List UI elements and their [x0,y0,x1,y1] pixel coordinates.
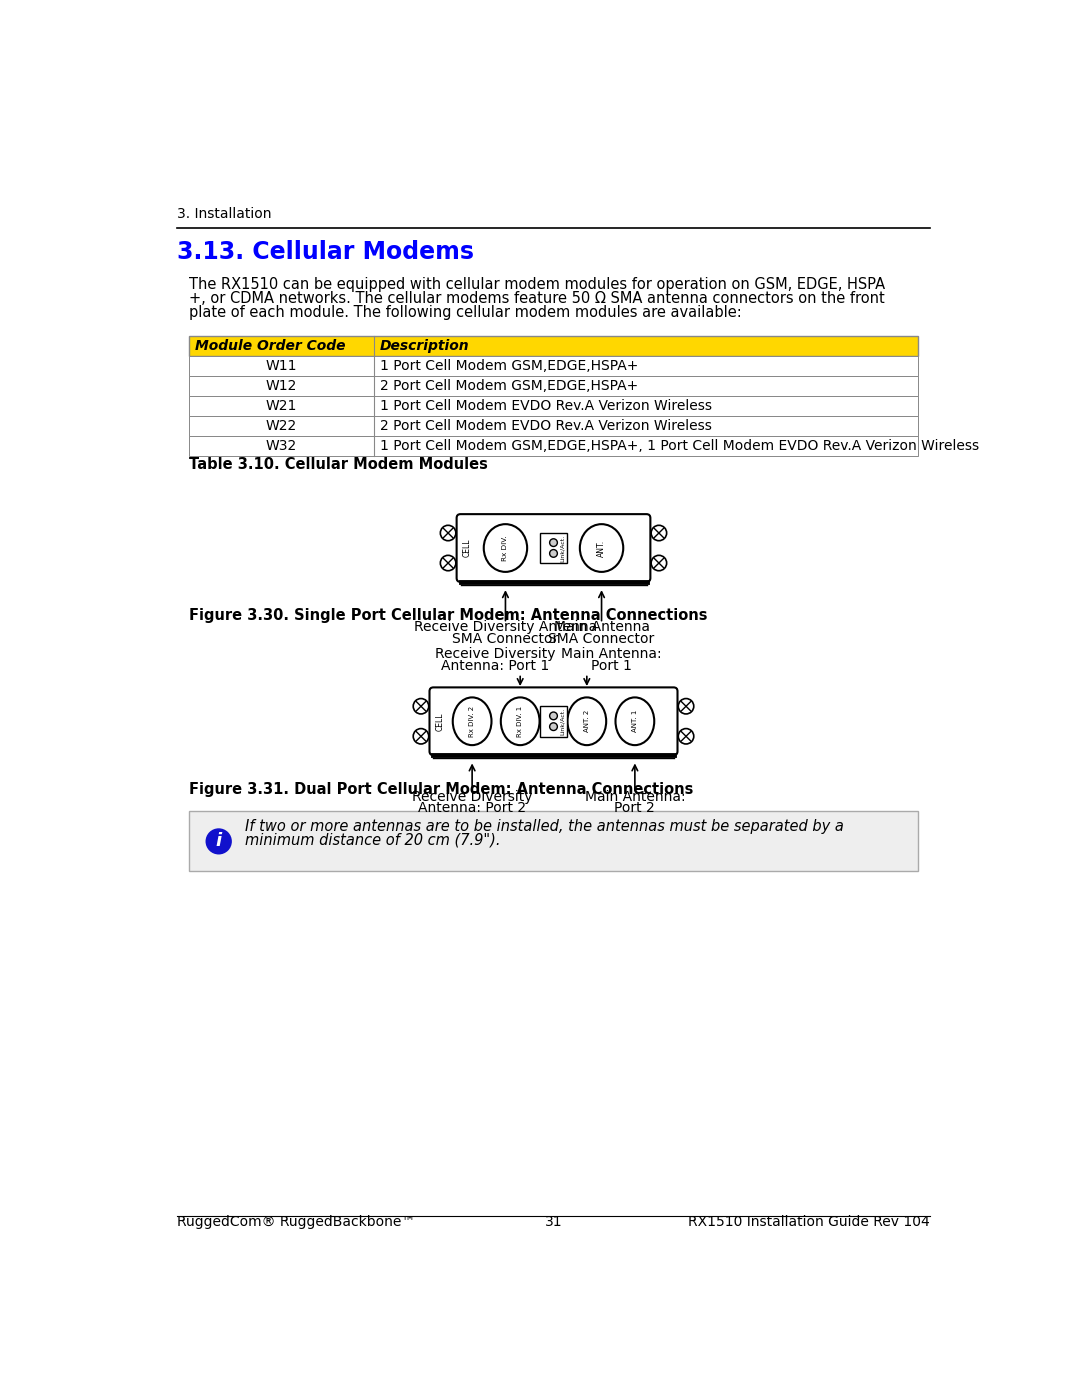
FancyBboxPatch shape [189,415,918,436]
Text: Rx DIV. 2: Rx DIV. 2 [469,705,475,736]
Text: If two or more antennas are to be installed, the antennas must be separated by a: If two or more antennas are to be instal… [245,819,843,834]
Text: Port 1: Port 1 [591,659,632,673]
FancyBboxPatch shape [540,705,567,736]
FancyBboxPatch shape [189,376,918,395]
FancyBboxPatch shape [189,355,918,376]
Text: 1 Port Cell Modem EVDO Rev.A Verizon Wireless: 1 Port Cell Modem EVDO Rev.A Verizon Wir… [380,400,712,414]
Ellipse shape [580,524,623,571]
Text: W22: W22 [266,419,297,433]
Text: W32: W32 [266,439,297,453]
Text: ANT. 2: ANT. 2 [584,710,590,732]
Circle shape [414,729,429,745]
Text: 31: 31 [544,1215,563,1229]
Text: Port 2: Port 2 [615,800,656,814]
Text: 1 Port Cell Modem GSM,EDGE,HSPA+, 1 Port Cell Modem EVDO Rev.A Verizon Wireless: 1 Port Cell Modem GSM,EDGE,HSPA+, 1 Port… [380,439,980,453]
Ellipse shape [501,697,540,745]
Text: Receive Diversity: Receive Diversity [411,789,532,803]
Text: +, or CDMA networks. The cellular modems feature 50 Ω SMA antenna connectors on : +, or CDMA networks. The cellular modems… [189,291,885,306]
Text: The RX1510 can be equipped with cellular modem modules for operation on GSM, EDG: The RX1510 can be equipped with cellular… [189,277,886,292]
Text: 2 Port Cell Modem EVDO Rev.A Verizon Wireless: 2 Port Cell Modem EVDO Rev.A Verizon Wir… [380,419,712,433]
Text: Table 3.10. Cellular Modem Modules: Table 3.10. Cellular Modem Modules [189,457,488,472]
FancyBboxPatch shape [457,514,650,583]
Text: W12: W12 [266,379,297,393]
FancyBboxPatch shape [189,395,918,415]
Circle shape [550,539,557,546]
Text: ANT.: ANT. [597,539,606,556]
Text: Description: Description [380,339,470,353]
Text: SMA Connector: SMA Connector [453,631,558,645]
Text: Main Antenna:: Main Antenna: [584,789,685,803]
Text: plate of each module. The following cellular modem modules are available:: plate of each module. The following cell… [189,305,742,320]
Circle shape [550,549,557,557]
Ellipse shape [616,697,654,745]
Circle shape [651,556,666,571]
Text: Rx DIV. 1: Rx DIV. 1 [517,705,523,736]
Text: Main Antenna:: Main Antenna: [562,647,662,661]
Circle shape [205,828,232,855]
Text: Figure 3.30. Single Port Cellular Modem: Antenna Connections: Figure 3.30. Single Port Cellular Modem:… [189,608,707,623]
Text: Figure 3.31. Dual Port Cellular Modem: Antenna Connections: Figure 3.31. Dual Port Cellular Modem: A… [189,782,693,798]
Text: CELL: CELL [436,712,445,731]
Text: Receive Diversity: Receive Diversity [435,647,555,661]
Text: SMA Connector: SMA Connector [549,631,654,645]
FancyBboxPatch shape [430,687,677,756]
FancyBboxPatch shape [540,532,567,563]
Text: Module Order Code: Module Order Code [195,339,346,353]
Text: Antenna: Port 1: Antenna: Port 1 [442,659,550,673]
Text: 3.13. Cellular Modems: 3.13. Cellular Modems [177,239,474,264]
FancyBboxPatch shape [189,812,918,872]
Text: Antenna: Port 2: Antenna: Port 2 [418,800,526,814]
Circle shape [414,698,429,714]
Text: ANT. 1: ANT. 1 [632,710,638,732]
Text: CELL: CELL [463,539,472,557]
Circle shape [550,712,557,719]
Ellipse shape [567,697,606,745]
Text: RuggedCom® RuggedBackbone™: RuggedCom® RuggedBackbone™ [177,1215,415,1229]
Text: Rx DIV.: Rx DIV. [502,535,509,560]
Text: 3. Installation: 3. Installation [177,207,271,221]
Circle shape [441,525,456,541]
Text: Receive Diversity Antenna: Receive Diversity Antenna [414,620,597,634]
Ellipse shape [484,524,527,571]
Text: 2 Port Cell Modem GSM,EDGE,HSPA+: 2 Port Cell Modem GSM,EDGE,HSPA+ [380,379,638,393]
Text: RX1510 Installation Guide Rev 104: RX1510 Installation Guide Rev 104 [688,1215,930,1229]
Text: Link/Act.: Link/Act. [561,535,565,562]
Text: 1 Port Cell Modem GSM,EDGE,HSPA+: 1 Port Cell Modem GSM,EDGE,HSPA+ [380,359,638,373]
Text: Main Antenna: Main Antenna [554,620,649,634]
Circle shape [651,525,666,541]
FancyBboxPatch shape [189,335,918,355]
Ellipse shape [453,697,491,745]
Circle shape [550,722,557,731]
Text: W11: W11 [266,359,297,373]
Text: Link/Act.: Link/Act. [561,708,565,735]
Circle shape [678,698,693,714]
Circle shape [441,556,456,571]
Text: minimum distance of 20 cm (7.9").: minimum distance of 20 cm (7.9"). [245,833,500,848]
Text: W21: W21 [266,400,297,414]
Text: i: i [216,833,221,851]
FancyBboxPatch shape [189,436,918,455]
Circle shape [678,729,693,745]
